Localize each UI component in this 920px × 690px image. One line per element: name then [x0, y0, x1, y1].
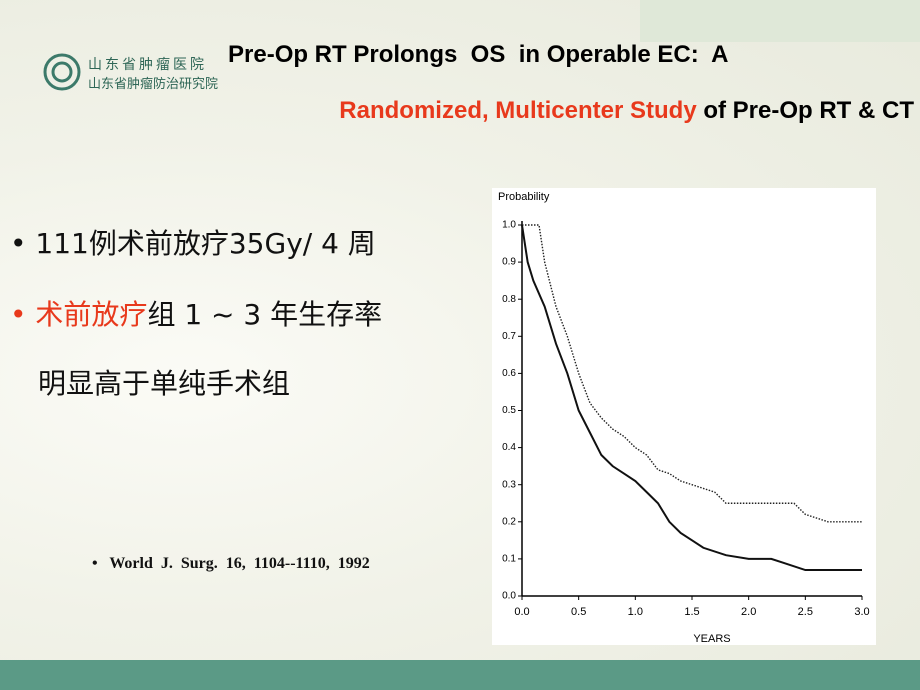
y-tick-label: 0.2: [502, 516, 516, 527]
title-highlight: Randomized, Multicenter Study: [339, 97, 697, 124]
logo-text: 山东省肿瘤医院: [88, 56, 207, 72]
bottom-band: [0, 660, 920, 690]
corner-band: [640, 0, 920, 42]
survival-curve: [522, 224, 862, 523]
bullet-text: 明显高于单纯手术组: [38, 367, 291, 400]
logo-text: 山东省肿瘤防治研究院: [88, 76, 219, 91]
bullet-text: 111例术前放疗35Gy/ 4 周: [35, 227, 376, 260]
y-tick-label: 0.0: [502, 591, 516, 602]
logo: [43, 53, 81, 91]
y-tick-label: 0.8: [502, 294, 516, 305]
bullet-text: 组 1 ~ 3 年生存率: [147, 298, 383, 331]
x-tick-label: 0.5: [571, 606, 586, 618]
y-tick-label: 0.3: [502, 479, 516, 490]
x-tick-label: 2.5: [798, 606, 813, 618]
y-tick-label: 0.9: [502, 257, 516, 268]
y-axis-label: Probability: [498, 191, 550, 203]
bullet-highlight: 术前放疗: [35, 298, 148, 331]
y-tick-label: 0.5: [502, 405, 516, 416]
y-tick-label: 0.4: [502, 442, 516, 453]
y-tick-label: 0.6: [502, 368, 516, 379]
title-rest: of Pre-Op RT & CT: [696, 97, 914, 124]
x-tick-label: 1.5: [684, 606, 699, 618]
title: Pre-Op RT Prolongs OS in Operable EC: A: [228, 41, 729, 68]
y-tick-label: 1.0: [502, 220, 516, 231]
citation-text: World J. Surg. 16, 1104--1110, 1992: [109, 555, 370, 572]
y-tick-label: 0.7: [502, 331, 516, 342]
bullet: • 111例术前放疗35Gy/ 4 周: [10, 227, 376, 260]
x-tick-label: 0.0: [514, 606, 529, 618]
x-axis-label: YEARS: [693, 633, 730, 645]
chart: Probability YEARS 0.0 0.1 0.2 0.3 0.4 0.5 0.6 0…: [492, 188, 876, 645]
bullet: • 术前放疗组 1 ~ 3 年生存率: [10, 298, 383, 331]
title: Randomized, Multicenter Study of Pre-Op …: [339, 97, 914, 125]
y-tick-label: 0.1: [502, 554, 516, 565]
citation: • World J. Surg. 16, 1104--1110, 1992: [92, 555, 370, 572]
survival-curve: [521, 224, 862, 572]
x-tick-label: 3.0: [854, 606, 869, 618]
x-tick-label: 2.0: [741, 606, 756, 618]
x-tick-label: 1.0: [628, 606, 643, 618]
